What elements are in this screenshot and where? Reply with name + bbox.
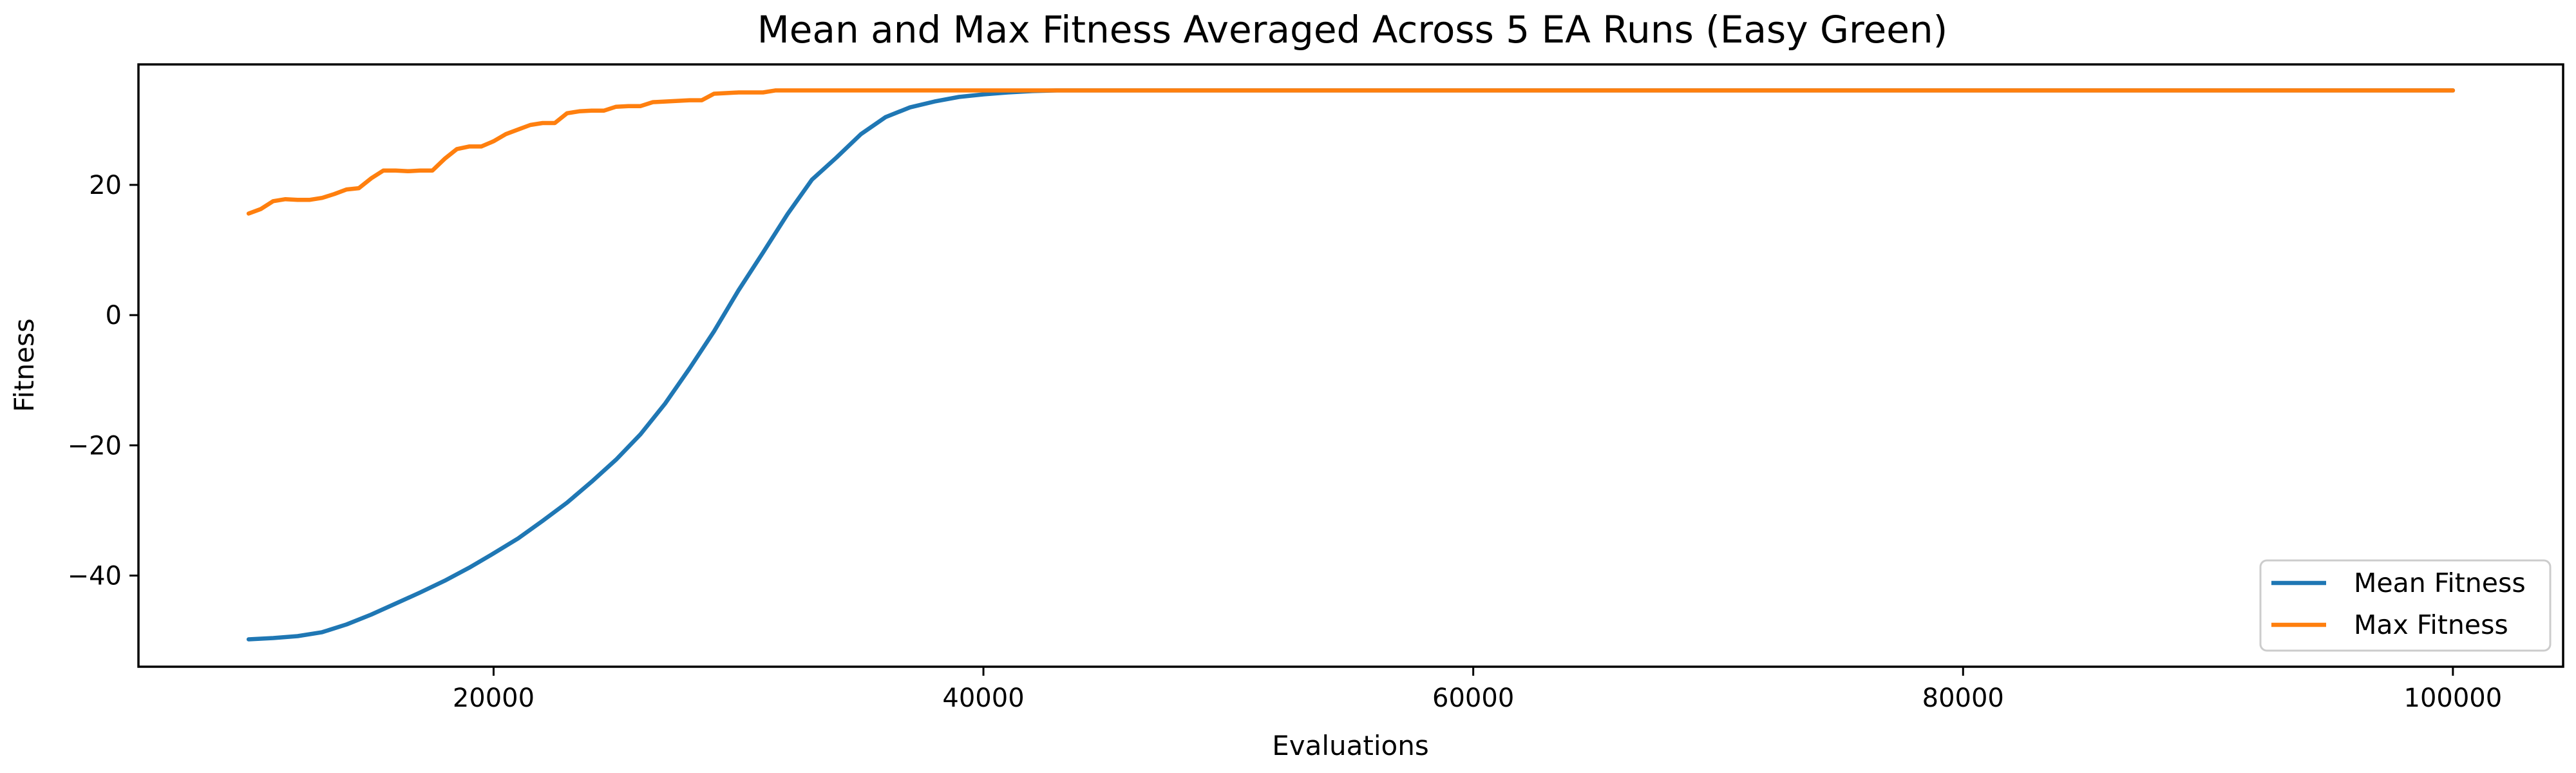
legend-box [2259, 559, 2552, 652]
x-tick-label: 100000 [2404, 683, 2503, 713]
y-tick-label: −40 [68, 561, 122, 591]
x-tick-label: 40000 [942, 683, 1024, 713]
series-line-max-fitness [246, 88, 2456, 216]
x-axis-ticks: 20000 40000 60000 80000 100000 [453, 667, 2502, 713]
legend-label-max-fitness: Max Fitness [2354, 609, 2508, 640]
legend: Mean Fitness Max Fitness [2259, 559, 2552, 652]
x-tick-label: 80000 [1922, 683, 2004, 713]
x-tick-label: 20000 [453, 683, 535, 713]
y-axis-ticks: −40 −20 0 20 [68, 171, 138, 591]
y-tick-label: 0 [106, 301, 122, 330]
plot-area [246, 88, 2456, 642]
x-tick-label: 60000 [1432, 683, 1514, 713]
chart-title: Mean and Max Fitness Averaged Across 5 E… [757, 8, 1948, 52]
legend-label-mean-fitness: Mean Fitness [2354, 568, 2526, 598]
plot-frame [137, 63, 2564, 668]
y-tick-label: −20 [68, 431, 122, 461]
y-axis-label: Fitness [8, 318, 40, 412]
series-line-mean-fitness [246, 88, 2456, 642]
x-axis-label: Evaluations [1272, 730, 1429, 761]
y-tick-label: 20 [89, 171, 122, 200]
